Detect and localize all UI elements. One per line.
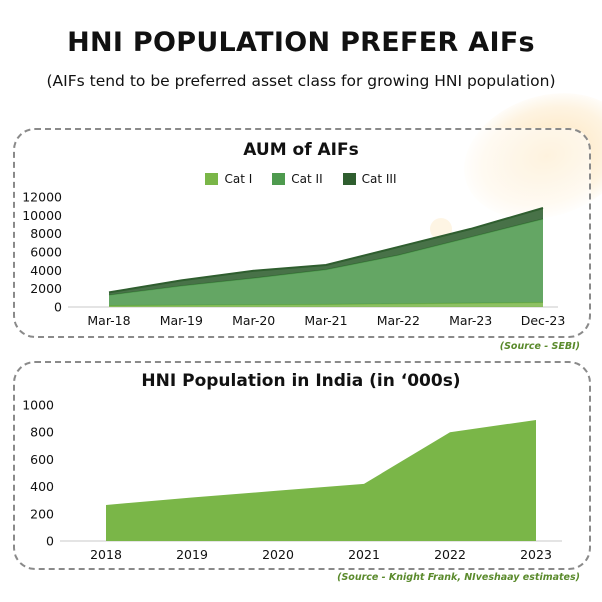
aum-xtick-label: Mar-20: [232, 313, 275, 328]
hni-ytick-label: 200: [30, 506, 54, 521]
hni-ytick-label: 800: [30, 425, 54, 440]
hni-xtick-label: 2019: [176, 547, 208, 562]
legend-item-cat1: Cat I: [205, 172, 252, 186]
hni-xtick-label: 2021: [348, 547, 380, 562]
legend-label-cat3: Cat III: [361, 172, 397, 186]
aum-xtick-label: Mar-21: [304, 313, 347, 328]
hni-ytick-label: 0: [46, 534, 54, 549]
legend-swatch-cat3: [342, 173, 356, 185]
hni-area: [106, 419, 536, 541]
hni-xtick-label: 2018: [90, 547, 122, 562]
legend-label-cat2: Cat II: [291, 172, 323, 186]
hni-ytick-label: 400: [30, 479, 54, 494]
hni-xtick-label: 2020: [262, 547, 294, 562]
legend-label-cat1: Cat I: [224, 172, 253, 186]
hni-ytick-label: 600: [30, 452, 54, 467]
aum-ytick-label: 4000: [30, 263, 62, 278]
aum-xtick-label: Mar-19: [160, 313, 203, 328]
aum-xtick-label: Dec-23: [521, 313, 566, 328]
aum-ytick-label: 0: [54, 300, 62, 315]
aum-line-cat-iii: [108, 207, 544, 294]
aum-chart-title: AUM of AIFs: [243, 140, 359, 160]
aum-chart-legend: Cat I Cat II Cat III: [0, 172, 602, 186]
hni-chart-title: HNI Population in India (in ‘000s): [141, 371, 461, 391]
aum-ytick-label: 12000: [22, 190, 62, 205]
legend-swatch-cat1: [205, 173, 219, 185]
hni-xtick-label: 2022: [434, 547, 466, 562]
hni-xtick-label: 2023: [520, 547, 552, 562]
aum-area-cat-iii: [109, 208, 543, 296]
hni-ytick-label: 1000: [22, 398, 54, 413]
aum-source-note: (Source - SEBI): [499, 341, 580, 352]
aum-ytick-label: 6000: [30, 245, 62, 260]
legend-item-cat3: Cat III: [342, 172, 397, 186]
legend-item-cat2: Cat II: [272, 172, 323, 186]
aum-ytick-label: 2000: [30, 281, 62, 296]
aum-xtick-label: Mar-22: [377, 313, 420, 328]
aum-ytick-label: 8000: [30, 226, 62, 241]
aum-ytick-label: 10000: [22, 208, 62, 223]
page-title: HNI POPULATION PREFER AIFs: [67, 27, 535, 58]
hni-source-note: (Source - Knight Frank, NIveshaay estima…: [337, 572, 580, 583]
legend-swatch-cat2: [272, 173, 286, 185]
aum-xtick-label: Mar-18: [87, 313, 130, 328]
aum-xtick-label: Mar-23: [449, 313, 492, 328]
page-subtitle: (AIFs tend to be preferred asset class f…: [46, 72, 556, 90]
aum-area-cat-ii: [109, 219, 543, 306]
